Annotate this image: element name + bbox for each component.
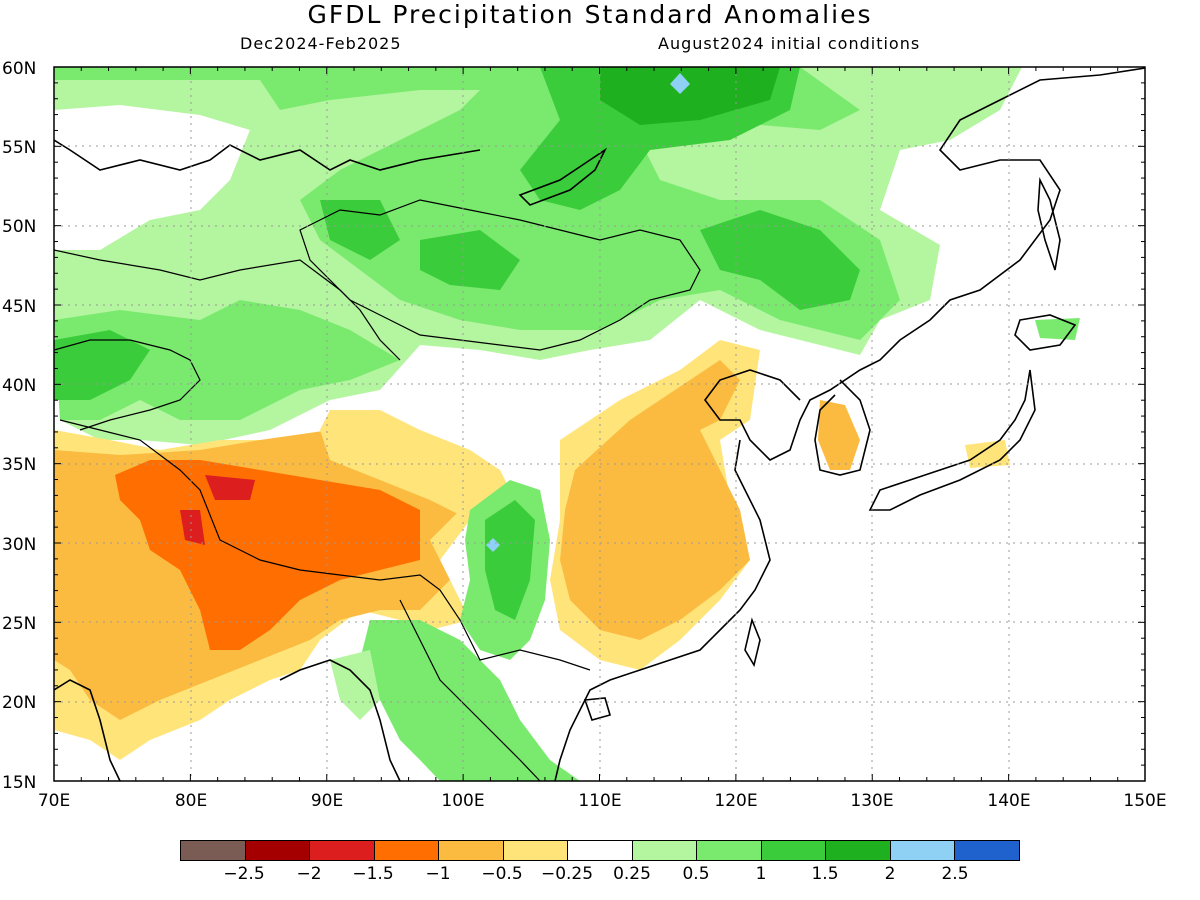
sakhalin: [1037, 177, 1061, 271]
japan-hokkaido: [1014, 314, 1077, 351]
color-swatch: [826, 841, 891, 860]
scale-label: 0.5: [682, 864, 710, 884]
lat-label: 35N: [2, 455, 36, 475]
color-swatch: [374, 841, 440, 860]
dry-anomaly-china-core: [560, 360, 750, 640]
wet-anomaly-sichuan-core: [485, 500, 535, 620]
lat-label: 25N: [2, 614, 36, 634]
color-swatch: [955, 841, 1019, 860]
china-border: [59, 419, 591, 671]
color-swatch: [439, 841, 504, 860]
forecast-period: Dec2024-Feb2025: [240, 34, 402, 53]
color-swatch: [890, 841, 956, 860]
lat-label: 40N: [2, 376, 36, 396]
scale-label: 2.5: [941, 864, 969, 884]
color-swatch: [245, 841, 311, 860]
wet-extreme-spot-1: [670, 73, 690, 94]
lon-label: 80E: [175, 791, 207, 811]
anomaly-map: 60N 55N 50N 45N 40N 35N 30N 25N 20N 15N …: [2, 59, 1167, 811]
lon-label: 140E: [987, 791, 1030, 811]
wet-anomaly-west-core: [54, 330, 150, 400]
map-title: GFDL Precipitation Standard Anomalies: [307, 0, 873, 29]
hainan: [583, 697, 611, 721]
lat-label: 15N: [2, 773, 36, 793]
scale-label: −2: [296, 864, 322, 884]
bay-of-bengal: [279, 659, 401, 781]
color-swatch: [503, 841, 569, 860]
korean-peninsula: [814, 379, 871, 476]
color-swatch: [632, 841, 698, 860]
mongolia-border: [299, 199, 701, 351]
dry-anomaly-central: [320, 410, 520, 520]
scale-label: 1.5: [811, 864, 839, 884]
scale-label: −2.5: [223, 864, 265, 884]
scale-label: −1: [425, 864, 451, 884]
scale-label: 1: [755, 864, 767, 884]
lon-label: 110E: [578, 791, 621, 811]
lat-label: 45N: [2, 297, 36, 317]
lat-label: 20N: [2, 693, 36, 713]
lat-label: 55N: [2, 138, 36, 158]
scale-label: 0.25: [613, 864, 651, 884]
scale-label: −0.25: [540, 864, 594, 884]
scale-label: −1.5: [352, 864, 394, 884]
central-asia-border: [54, 339, 201, 431]
dry-anomaly-korea: [818, 400, 860, 470]
lon-label: 100E: [441, 791, 484, 811]
scale-label: −0.5: [481, 864, 523, 884]
lat-label: 30N: [2, 535, 36, 555]
color-swatch: [181, 841, 246, 860]
color-swatch: [761, 841, 827, 860]
wet-anomaly-east: [1035, 318, 1080, 340]
dry-anomaly-tibet-core: [205, 475, 255, 500]
india-west-coast: [54, 679, 121, 781]
lon-label: 120E: [714, 791, 757, 811]
coast-china-east: [554, 439, 771, 781]
dry-anomaly-tibet: [115, 460, 420, 650]
color-swatch: [568, 841, 633, 860]
dry-anomaly-tibet-core-2: [180, 510, 205, 545]
lon-label: 90E: [311, 791, 343, 811]
japan-honshu: [868, 369, 1036, 511]
coast-east-asia: [704, 67, 1145, 461]
wet-anomaly-core-3: [700, 210, 860, 310]
lon-label: 130E: [850, 791, 893, 811]
wet-anomaly-west: [54, 300, 400, 420]
coast-arctic-russia: [54, 139, 481, 171]
kazakh-border: [54, 249, 401, 361]
indochina-border: [399, 599, 541, 781]
wet-anomaly-indochina: [360, 620, 580, 781]
wet-extreme-spot-2: [486, 538, 500, 552]
color-swatch: [697, 841, 762, 860]
lon-label: 150E: [1123, 791, 1166, 811]
latitude-labels: 60N 55N 50N 45N 40N 35N 30N 25N 20N 15N: [2, 59, 36, 793]
wet-anomaly-core-4: [420, 230, 520, 290]
wet-anomaly-core-2: [600, 67, 780, 125]
axis-ticks: [53, 66, 1146, 782]
lon-label: 70E: [38, 791, 70, 811]
lat-label: 50N: [2, 217, 36, 237]
lat-label: 60N: [2, 59, 36, 79]
initial-conditions: August2024 initial conditions: [658, 34, 921, 53]
color-swatch: [310, 841, 375, 860]
wet-anomaly-north-core: [54, 67, 900, 340]
coastlines: [54, 67, 1145, 781]
scale-label: 2: [884, 864, 896, 884]
taiwan: [744, 617, 761, 668]
gridlines: [54, 67, 1145, 781]
longitude-labels: 70E 80E 90E 100E 110E 120E 130E 140E 150…: [38, 791, 1167, 811]
color-scale-bar: [180, 840, 1020, 861]
